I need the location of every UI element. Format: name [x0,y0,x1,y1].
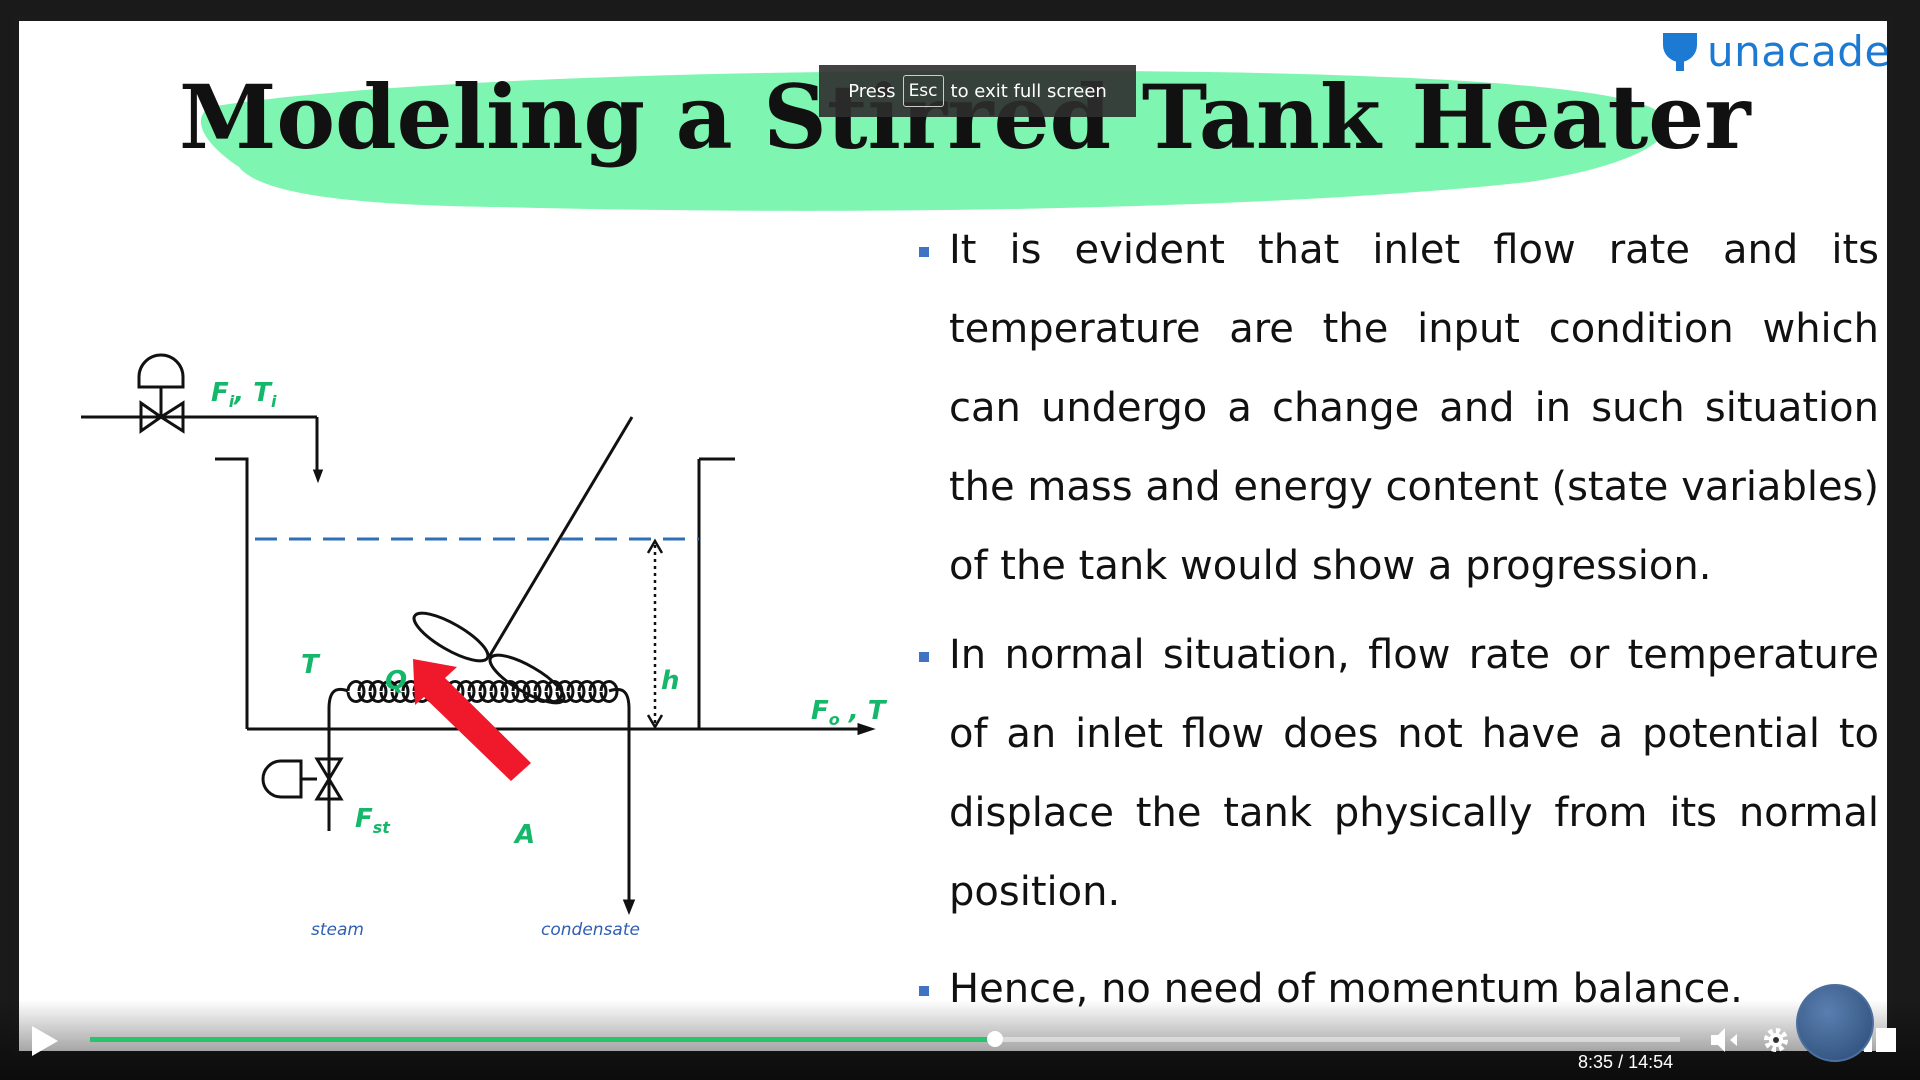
time-display: 8:35 / 14:54 [1578,1052,1673,1073]
stirred-tank-diagram: Fi, Ti T Q h Fo , T Fst A steam condensa… [81,353,888,940]
area-label: A [513,820,535,850]
logo-icon [1663,32,1697,71]
height-label: h [661,666,680,696]
condensate-label: condensate [541,920,640,940]
toast-press: Press [848,80,896,102]
toast-message: to exit full screen [950,80,1107,102]
title-highlight-marker [200,70,1667,211]
volume-muted-icon[interactable] [1708,1024,1740,1056]
presenter-avatar [1796,984,1874,1062]
bullet-text: In normal situation, flow rate or temper… [949,632,1879,915]
logo-text: unacademy [1707,27,1891,76]
bullet-marker [919,247,929,257]
play-icon[interactable] [30,1024,60,1058]
progress-bar[interactable] [90,1031,1680,1047]
bullet-list: It is evident that inlet flow rate and i… [919,211,1879,1029]
toast-esc-key: Esc [902,75,944,107]
lecture-slide: Modeling a Stirred Tank Heater It is evi… [19,21,1887,1051]
bullet-item: In normal situation, flow rate or temper… [919,616,1879,932]
progress-fill [90,1037,995,1042]
inlet-label: Fi, Ti [211,378,277,411]
video-frame[interactable]: Modeling a Stirred Tank Heater It is evi… [14,16,1892,1056]
heat-label: Q [385,666,407,696]
bullet-marker [919,652,929,662]
bullet-item: It is evident that inlet flow rate and i… [919,211,1879,606]
steam-flow-label: Fst [355,804,391,837]
progress-scrubber[interactable] [986,1031,1003,1047]
gear-icon[interactable] [1760,1024,1792,1056]
bullet-text: It is evident that inlet flow rate and i… [949,227,1879,589]
tank-temperature-label: T [301,650,321,680]
current-time: 8:35 [1578,1052,1614,1072]
fullscreen-exit-toast: Press Esc to exit full screen [819,65,1136,117]
time-separator: / [1618,1052,1624,1072]
steam-label: steam [311,920,364,940]
outlet-label: Fo , T [811,696,888,729]
duration: 14:54 [1628,1052,1674,1072]
unacademy-logo: unacademy [1659,27,1891,76]
bullet-marker [919,986,929,996]
